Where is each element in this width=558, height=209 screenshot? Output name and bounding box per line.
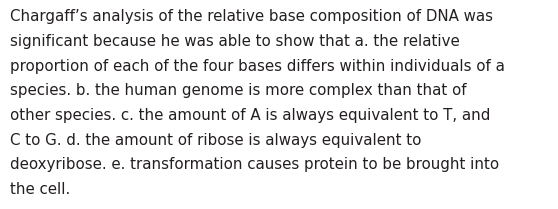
Text: the cell.: the cell. xyxy=(10,182,70,197)
Text: deoxyribose. e. transformation causes protein to be brought into: deoxyribose. e. transformation causes pr… xyxy=(10,157,499,172)
Text: proportion of each of the four bases differs within individuals of a: proportion of each of the four bases dif… xyxy=(10,59,505,74)
Text: other species. c. the amount of A is always equivalent to T, and: other species. c. the amount of A is alw… xyxy=(10,108,490,123)
Text: species. b. the human genome is more complex than that of: species. b. the human genome is more com… xyxy=(10,83,466,98)
Text: significant because he was able to show that a. the relative: significant because he was able to show … xyxy=(10,34,460,49)
Text: Chargaff’s analysis of the relative base composition of DNA was: Chargaff’s analysis of the relative base… xyxy=(10,9,493,24)
Text: C to G. d. the amount of ribose is always equivalent to: C to G. d. the amount of ribose is alway… xyxy=(10,133,421,148)
